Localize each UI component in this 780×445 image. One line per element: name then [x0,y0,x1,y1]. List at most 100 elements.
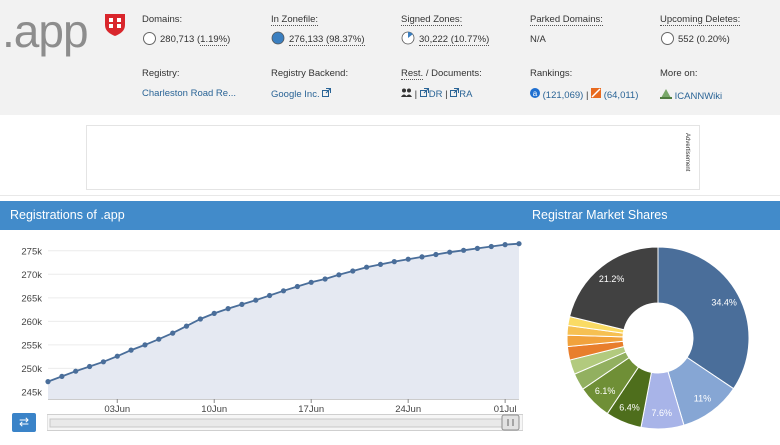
parked-domains-label: Parked Domains: [530,14,603,26]
navigator-handle[interactable] [501,414,520,431]
icannwiki-icon [660,89,672,99]
data-point[interactable] [142,342,148,348]
documents-label: Rest. / Documents: [401,68,482,80]
y-tick-label: 255k [21,340,42,351]
y-tick-label: 260k [21,317,42,328]
rankings-label: Rankings: [530,68,573,79]
data-point[interactable] [350,268,356,274]
data-point[interactable] [405,256,411,262]
documents-links: | DR | RA [401,88,472,100]
market-share-donut: 34.4% 11% 7.6% 6.4%6.1% 21.2% [566,246,750,430]
ra-link[interactable]: RA [459,89,473,100]
svg-text:a: a [533,89,538,98]
data-point[interactable] [322,276,328,282]
donut-slice[interactable] [657,246,750,390]
registry-backend-link[interactable]: Google Inc. [271,88,332,100]
donut-slice[interactable] [568,246,659,331]
advertisement-box[interactable] [86,125,700,190]
data-point[interactable] [433,251,439,258]
data-point[interactable] [391,259,397,265]
slice-label: 34.4% [711,298,737,308]
data-point[interactable] [156,336,162,342]
signed-zones-value: 30,222 (10.77%) [419,34,490,46]
registrations-chart: 245k 250k 255k 260k 265k 270k 275k 03Jun 10Jun 1… [21,239,522,413]
data-point[interactable] [73,368,79,374]
slice-label: 7.6% [652,408,673,418]
data-point[interactable] [516,241,522,247]
data-point[interactable] [419,254,425,260]
deletes-circle-icon [661,32,674,45]
upcoming-deletes-label: Upcoming Deletes: [660,14,741,26]
data-point[interactable] [225,306,231,312]
x-tick-label: 24Jun [395,404,421,413]
signed-zones-label: Signed Zones: [401,14,463,26]
slice-label: 21.2% [599,274,625,284]
data-point[interactable] [488,243,494,250]
swap-axis-button[interactable]: ⇄ [12,413,36,432]
data-point[interactable] [461,247,467,253]
more-on-label: More on: [660,68,698,79]
external-link-icon [450,88,460,97]
range-navigator[interactable] [47,414,523,431]
data-point[interactable] [183,323,190,329]
slice-label: 6.1% [595,386,616,396]
x-tick-label: 17Jun [298,404,324,413]
registry-label: Registry: [142,68,180,79]
data-point[interactable] [100,359,106,365]
registry-link[interactable]: Charleston Road Re... [142,88,236,99]
slice-label: 11% [694,393,711,403]
data-point[interactable] [114,353,120,359]
in-zonefile-value: 276,133 (98.37%) [289,34,365,46]
market-shares-panel-header: Registrar Market Shares [523,201,780,230]
domains-label: Domains: [142,14,183,25]
alexa-rank-link[interactable]: (121,069) [542,90,584,101]
external-link-icon [322,88,332,97]
y-tick-label: 275k [21,246,42,257]
data-point[interactable] [308,279,314,285]
divider [0,195,780,196]
data-point[interactable] [267,292,273,299]
data-point[interactable] [377,261,384,267]
domains-circle-icon [143,32,156,45]
icannwiki-link[interactable]: ICANNWiki [660,88,722,102]
registry-backend-label: Registry Backend: [271,68,349,79]
header-bar [0,0,780,115]
data-point[interactable] [336,272,342,278]
majestic-rank-link[interactable]: (64,011) [603,90,639,101]
y-tick-label: 270k [21,270,42,281]
in-zonefile-label: In Zonefile: [271,14,318,26]
x-tick-label: 10Jun [201,404,227,413]
data-point[interactable] [447,249,453,255]
data-point[interactable] [45,379,51,385]
data-point[interactable] [239,301,245,307]
domains-percent-link[interactable]: 1.19% [200,34,228,46]
registrations-panel-header: Registrations of .app [0,201,523,230]
x-tick-label: 03Jun [104,404,130,413]
y-tick-label: 265k [21,293,42,304]
dr-link[interactable]: DR [428,89,443,100]
domains-value: 280,713 (1.19%) [160,34,231,46]
x-tick-label: 01Jul [494,404,517,413]
data-point[interactable] [474,245,480,251]
data-point[interactable] [211,310,217,316]
y-tick-label: 250k [21,364,42,375]
data-point[interactable] [170,330,176,336]
data-point[interactable] [502,242,508,248]
alexa-icon: a [530,88,540,98]
data-point[interactable] [128,347,134,353]
shield-icon [105,14,125,36]
data-point[interactable] [280,288,287,294]
y-tick-label: 245k [21,387,42,398]
tld-logo-text: .app [2,5,89,57]
signed-pie-icon [401,31,415,45]
majestic-icon [591,88,602,98]
data-point[interactable] [253,297,259,303]
data-point[interactable] [364,264,370,270]
data-point[interactable] [87,363,93,370]
data-point[interactable] [197,316,203,322]
data-point[interactable] [294,283,300,290]
people-icon [401,88,412,97]
data-point[interactable] [59,373,65,379]
registrations-area [48,243,519,399]
upcoming-deletes-value: 552 (0.20%) [678,34,730,45]
